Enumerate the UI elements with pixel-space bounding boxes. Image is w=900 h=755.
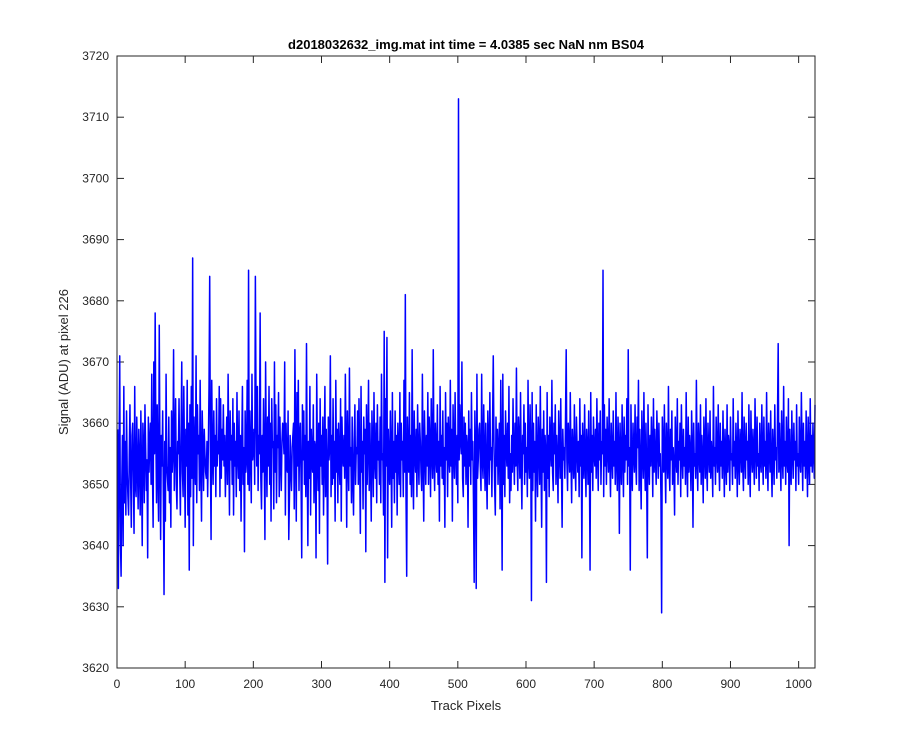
y-tick-label: 3690 xyxy=(82,233,109,247)
x-tick-label: 900 xyxy=(720,677,740,691)
x-tick-label: 300 xyxy=(311,677,331,691)
y-tick-label: 3620 xyxy=(82,661,109,675)
x-tick-label: 1000 xyxy=(785,677,812,691)
signal-series-line xyxy=(116,98,816,614)
x-tick-label: 800 xyxy=(652,677,672,691)
y-tick-label: 3650 xyxy=(82,477,109,491)
x-axis-ticks: 0 100 200 300 400 500 600 700 800 900 1000 xyxy=(114,56,812,691)
y-tick-label: 3710 xyxy=(82,110,109,124)
y-tick-label: 3640 xyxy=(82,539,109,553)
y-tick-label: 3670 xyxy=(82,355,109,369)
plot-area-background xyxy=(117,56,815,668)
y-tick-label: 3660 xyxy=(82,416,109,430)
y-tick-label: 3700 xyxy=(82,171,109,185)
y-axis-ticks: 3620 3630 3640 3650 3660 3670 3680 3690 3700 3710… xyxy=(82,49,815,675)
plot-area-frame xyxy=(116,55,816,669)
x-tick-label: 700 xyxy=(584,677,604,691)
x-tick-label: 0 xyxy=(114,677,121,691)
x-tick-label: 200 xyxy=(243,677,263,691)
x-axis-label: Track Pixels xyxy=(431,698,502,713)
y-tick-label: 3720 xyxy=(82,49,109,63)
y-tick-label: 3630 xyxy=(82,600,109,614)
y-axis-label: Signal (ADU) at pixel 226 xyxy=(56,289,71,435)
y-tick-label: 3680 xyxy=(82,294,109,308)
chart-title: d2018032632_img.mat int time = 4.0385 se… xyxy=(288,37,645,52)
x-tick-label: 500 xyxy=(448,677,468,691)
x-tick-label: 600 xyxy=(516,677,536,691)
x-tick-label: 400 xyxy=(380,677,400,691)
x-tick-label: 100 xyxy=(175,677,195,691)
